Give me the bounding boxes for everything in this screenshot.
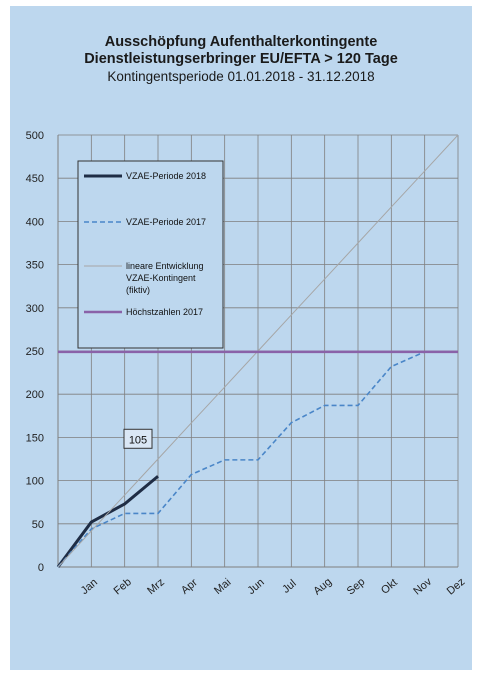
x-tick-label: Okt [379, 577, 400, 597]
y-tick-label: 450 [26, 173, 44, 185]
series-line [57, 351, 425, 568]
y-tick-label: 0 [38, 562, 44, 574]
chart-title: Ausschöpfung Aufenthalterkontingente [104, 34, 378, 50]
x-tick-label: Mrz [145, 576, 167, 597]
legend-label: VZAE-Periode 2017 [126, 217, 206, 227]
y-tick-label: 100 [26, 476, 44, 488]
legend-label: Höchstzahlen 2017 [126, 307, 203, 317]
legend-label: lineare Entwicklung [126, 261, 204, 271]
y-tick-label: 350 [26, 260, 44, 272]
x-tick-label: Jul [280, 578, 298, 596]
y-tick-label: 500 [26, 130, 44, 142]
y-tick-label: 150 [26, 432, 44, 444]
annotation-label: 105 [129, 434, 147, 446]
x-tick-label: Apr [179, 576, 200, 596]
x-tick-label: Nov [411, 575, 434, 597]
chart-title-block: Ausschöpfung Aufenthalterkontingente Die… [10, 34, 472, 85]
x-tick-label: Dez [445, 576, 468, 598]
y-tick-label: 300 [26, 303, 44, 315]
x-tick-label: Jan [79, 576, 100, 597]
chart-subtitle: Dienstleistungserbringer EU/EFTA > 120 T… [84, 51, 398, 67]
legend-label: VZAE-Periode 2018 [126, 171, 206, 181]
x-tick-label: Feb [112, 576, 134, 597]
chart-period: Kontingentsperiode 01.01.2018 - 31.12.20… [107, 69, 375, 84]
legend-label: (fiktiv) [126, 285, 150, 295]
legend-label: VZAE-Kontingent [126, 273, 196, 283]
y-tick-label: 400 [26, 216, 44, 228]
x-tick-label: Sep [345, 576, 368, 598]
y-tick-label: 250 [26, 346, 44, 358]
annotation-box [123, 428, 153, 449]
x-tick-label: Mai [212, 576, 233, 597]
y-tick-label: 50 [32, 519, 44, 531]
y-tick-label: 200 [26, 389, 44, 401]
x-tick-label: Jun [245, 576, 266, 597]
x-tick-label: Aug [311, 576, 334, 598]
legend-box [77, 160, 224, 349]
